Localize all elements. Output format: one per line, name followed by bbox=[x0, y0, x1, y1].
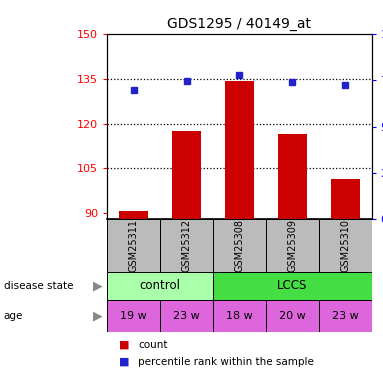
Text: 19 w: 19 w bbox=[120, 311, 147, 321]
Text: disease state: disease state bbox=[4, 281, 73, 291]
Bar bbox=[319, 219, 372, 272]
Title: GDS1295 / 40149_at: GDS1295 / 40149_at bbox=[167, 17, 311, 32]
Text: control: control bbox=[139, 279, 181, 292]
Bar bbox=[225, 81, 254, 219]
Text: count: count bbox=[138, 340, 167, 350]
Text: ▶: ▶ bbox=[93, 309, 103, 322]
Text: ▶: ▶ bbox=[93, 279, 103, 292]
Text: GSM25310: GSM25310 bbox=[340, 219, 350, 272]
Bar bbox=[213, 219, 266, 272]
Text: ■: ■ bbox=[119, 340, 129, 350]
Text: 20 w: 20 w bbox=[279, 311, 306, 321]
Bar bbox=[107, 300, 160, 332]
Bar bbox=[213, 272, 372, 300]
Text: GSM25308: GSM25308 bbox=[234, 219, 244, 272]
Bar bbox=[331, 179, 360, 219]
Bar bbox=[278, 134, 307, 219]
Bar bbox=[107, 272, 213, 300]
Text: 23 w: 23 w bbox=[173, 311, 200, 321]
Bar bbox=[213, 300, 266, 332]
Text: GSM25309: GSM25309 bbox=[287, 219, 297, 272]
Bar bbox=[160, 219, 213, 272]
Text: GSM25311: GSM25311 bbox=[129, 219, 139, 272]
Bar bbox=[266, 300, 319, 332]
Text: LCCS: LCCS bbox=[277, 279, 308, 292]
Text: ■: ■ bbox=[119, 357, 129, 367]
Bar bbox=[119, 211, 148, 219]
Text: percentile rank within the sample: percentile rank within the sample bbox=[138, 357, 314, 367]
Bar bbox=[107, 219, 160, 272]
Text: 18 w: 18 w bbox=[226, 311, 253, 321]
Bar bbox=[319, 300, 372, 332]
Text: GSM25312: GSM25312 bbox=[182, 219, 192, 272]
Bar bbox=[160, 300, 213, 332]
Bar bbox=[266, 219, 319, 272]
Text: 23 w: 23 w bbox=[332, 311, 358, 321]
Text: age: age bbox=[4, 311, 23, 321]
Bar bbox=[172, 131, 201, 219]
